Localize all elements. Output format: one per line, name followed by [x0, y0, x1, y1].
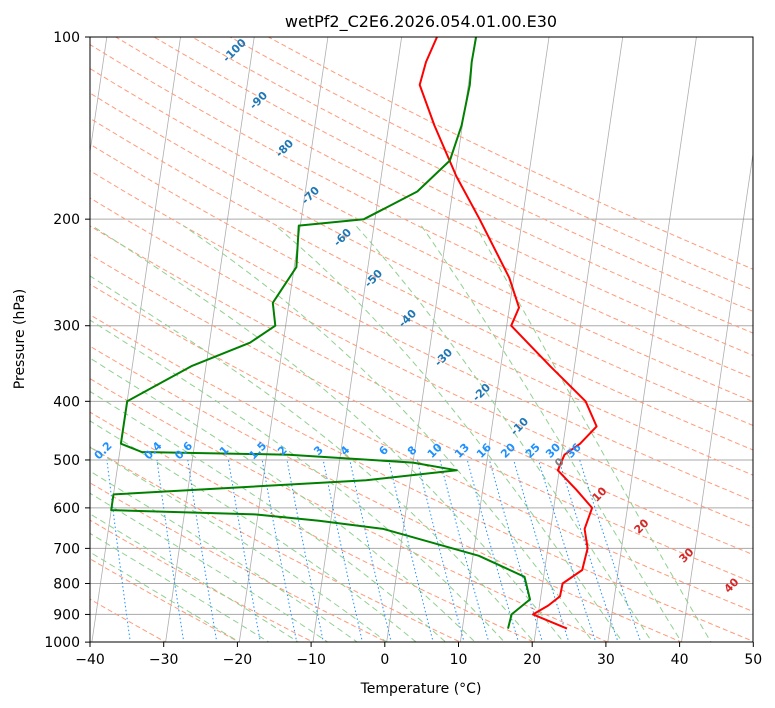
moist-adiabat-line: [90, 357, 476, 642]
moist-adiabat-line: [90, 319, 506, 642]
dry-adiabat-line: [90, 254, 753, 584]
dry-adiabat-line: [90, 446, 462, 642]
moist-adiabat-line: [90, 390, 447, 642]
y-tick-label: 900: [53, 607, 80, 623]
profile-lines: [110, 37, 598, 630]
isotherm-line: [459, 37, 550, 642]
mixing-ratio-line: [488, 459, 543, 642]
moist-adiabat-line: [90, 551, 241, 642]
dry-adiabat-line: [90, 92, 753, 427]
dry-adiabat-line: [90, 197, 753, 528]
moist-adiabat-line: [90, 470, 358, 642]
x-tick-label: 30: [597, 652, 615, 668]
isotherm-line: [90, 37, 108, 155]
x-tick-label: 0: [380, 652, 389, 668]
dry-adiabat-line: [90, 44, 753, 379]
y-axis-title: Pressure (hPa): [12, 289, 28, 389]
x-tick-label: 20: [523, 652, 541, 668]
isotherm-line: [607, 37, 697, 642]
dewpoint-line: [110, 37, 531, 629]
y-tick-label: 300: [53, 319, 80, 335]
isotherm-line: [386, 37, 476, 642]
y-tick-label: 200: [53, 212, 80, 228]
dry-adiabat-line: [90, 117, 753, 451]
moist-adiabat-line: [182, 225, 594, 642]
moist-adiabat-line: [90, 513, 299, 642]
moist-adiabat-line: [90, 446, 388, 642]
mixing-ratio-line: [466, 459, 519, 642]
moist-adiabat-line: [275, 225, 624, 642]
mixing-ratio-line: [261, 459, 298, 642]
x-axis-title: Temperature (°C): [360, 681, 482, 697]
isotherm-line: [91, 37, 181, 642]
isotherm-line: [533, 37, 624, 642]
background-lines: [60, 37, 775, 655]
mixing-ratio-line: [322, 459, 363, 642]
y-tick-label: 1000: [44, 635, 80, 651]
chart-title: wetPf2_C2E6.2026.054.01.00.E30: [285, 12, 557, 32]
y-tick-label: 500: [53, 453, 80, 469]
isotherm-line: [165, 37, 255, 642]
x-tick-label: −40: [75, 652, 105, 668]
dry-adiabat-line: [90, 225, 753, 556]
y-tick-label: 400: [53, 394, 80, 410]
y-tick-label: 800: [53, 576, 80, 592]
mixing-ratio-line: [286, 459, 324, 642]
x-tick-label: 50: [744, 652, 762, 668]
mixing-ratio-line: [187, 459, 218, 642]
mixing-ratio-line: [156, 459, 185, 642]
mixing-ratio-line: [558, 459, 619, 642]
moist-adiabat-line: [474, 225, 712, 642]
mixing-ratio-line: [579, 459, 642, 642]
moist-adiabat-line: [91, 225, 565, 642]
mixing-ratio-line: [513, 459, 570, 642]
moist-adiabat-line: [90, 532, 270, 642]
mixing-ratio-line: [60, 460, 82, 655]
mixing-ratio-line: [227, 459, 261, 642]
y-tick-label: 700: [53, 541, 80, 557]
x-tick-label: 40: [671, 652, 689, 668]
isotherm-line: [753, 37, 775, 655]
dry-adiabat-line: [90, 314, 753, 642]
plot-frame: [89, 36, 754, 643]
mixing-ratio-line: [439, 459, 490, 642]
mixing-ratio-line: [349, 459, 392, 642]
isotherm-line: [238, 37, 329, 642]
x-tick-label: −30: [149, 652, 179, 668]
moist-adiabat-line: [355, 225, 653, 642]
mixing-ratio-line: [416, 459, 465, 642]
x-tick-label: 10: [450, 652, 468, 668]
mixing-ratio-line: [388, 459, 434, 642]
isotherm-line: [681, 151, 753, 642]
x-tick-label: −10: [296, 652, 326, 668]
y-tick-label: 100: [53, 30, 80, 46]
x-tick-label: −20: [223, 652, 253, 668]
dry-adiabat-line: [90, 68, 753, 403]
plot-background: [90, 37, 753, 642]
y-tick-label: 600: [53, 501, 80, 517]
axes: −40 −30 −20 −10 0 10 20 30 40 50 100 200 300 400 500 60…: [44, 30, 762, 668]
temperature-line: [418, 37, 598, 630]
dry-adiabat-line: [90, 558, 241, 642]
moist-adiabat-line: [90, 275, 535, 642]
dry-adiabat-line: [115, 37, 753, 356]
dry-adiabat-line: [90, 283, 753, 613]
